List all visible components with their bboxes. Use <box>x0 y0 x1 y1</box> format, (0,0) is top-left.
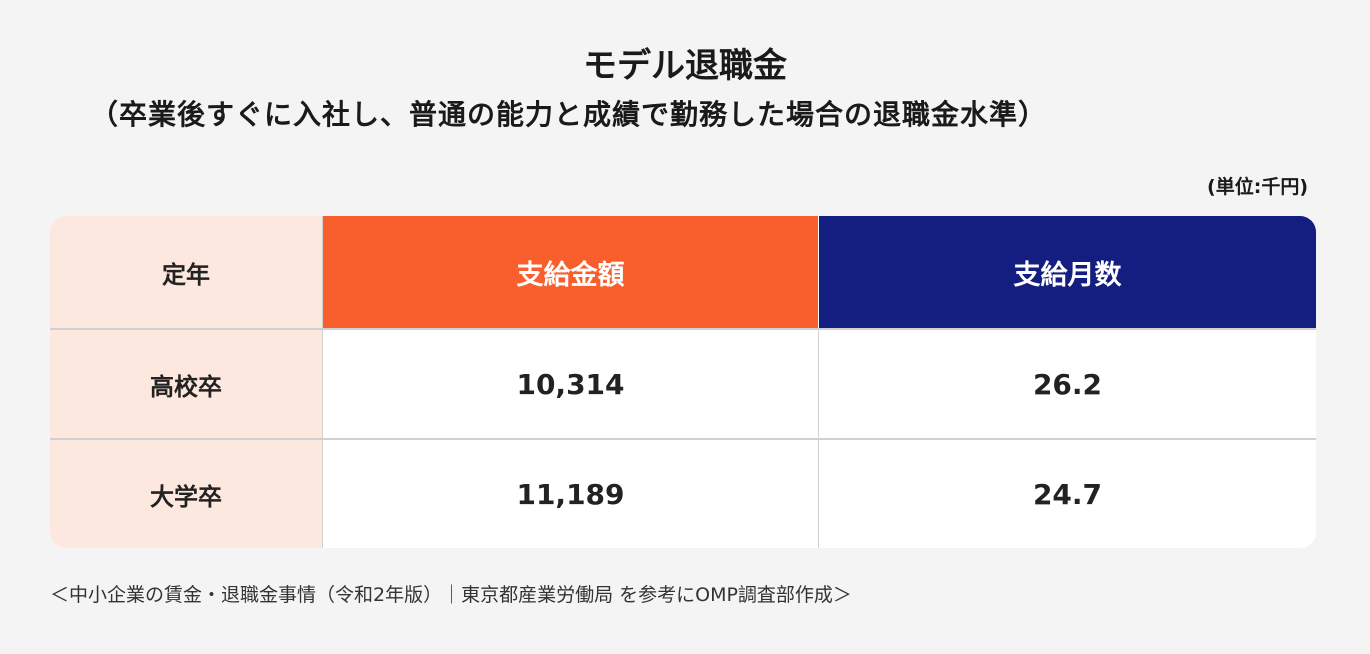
cell-months-highschool: 26.2 <box>819 328 1316 438</box>
header-teinen: 定年 <box>50 216 323 328</box>
row-label-highschool: 高校卒 <box>50 328 323 438</box>
cell-amount-university: 11,189 <box>323 438 819 548</box>
unit-label: (単位:千円) <box>1207 176 1308 198</box>
page-subtitle: （卒業後すぐに入社し、普通の能力と成績で勤務した場合の退職金水準） <box>90 98 1048 131</box>
retirement-table: 定年 支給金額 支給月数 高校卒 10,314 26.2 大学卒 11,189 … <box>50 216 1316 548</box>
cell-amount-highschool: 10,314 <box>323 328 819 438</box>
header-amount: 支給金額 <box>323 216 819 328</box>
cell-months-university: 24.7 <box>819 438 1316 548</box>
page-title: モデル退職金 <box>583 46 787 86</box>
source-note: ＜中小企業の賃金・退職金事情（令和2年版）｜東京都産業労働局 を参考にOMP調査… <box>50 584 852 606</box>
row-label-university: 大学卒 <box>50 438 323 548</box>
header-months: 支給月数 <box>819 216 1316 328</box>
